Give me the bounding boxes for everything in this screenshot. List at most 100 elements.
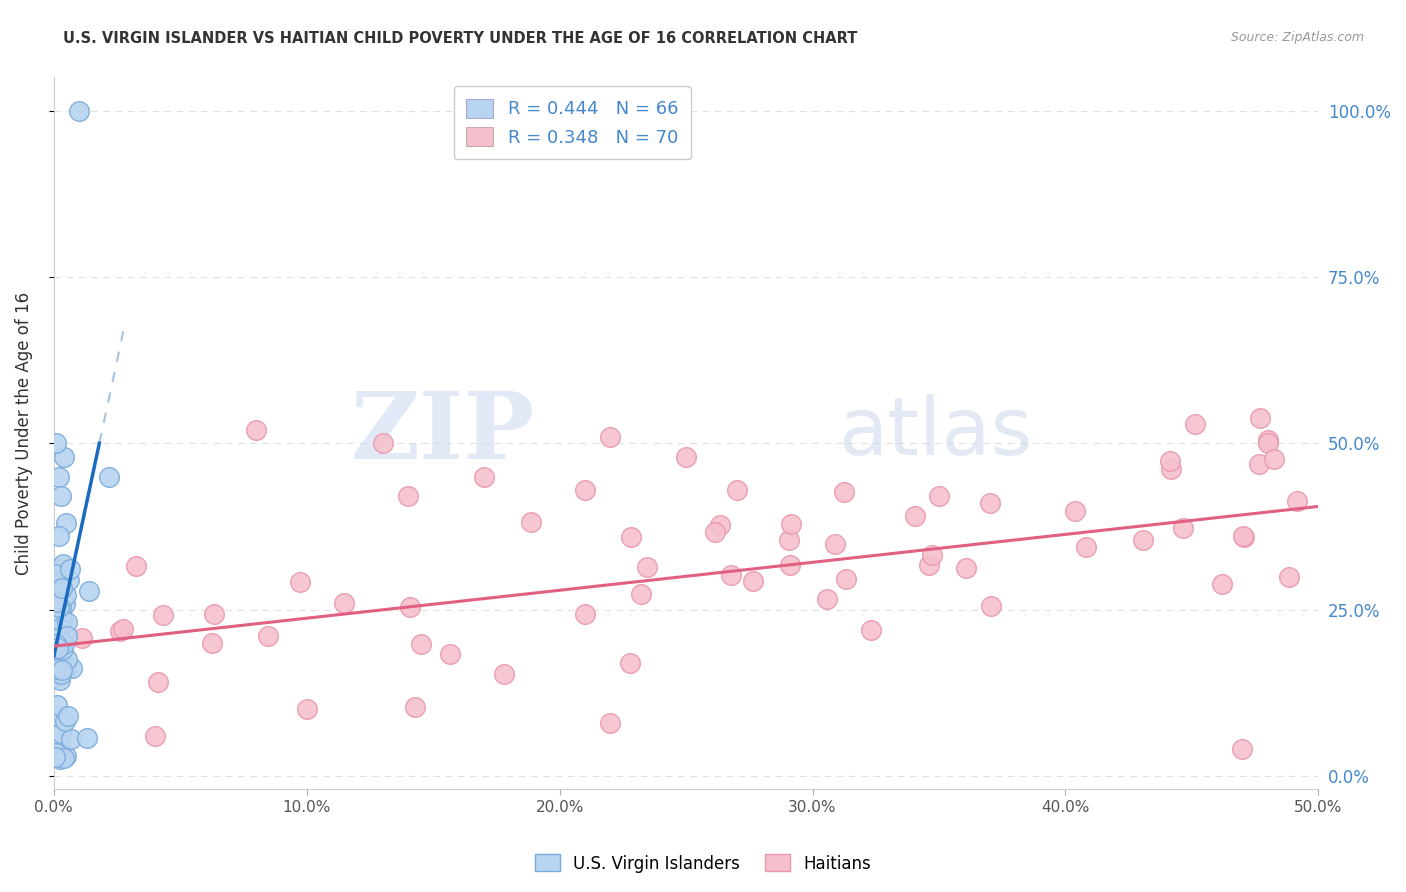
Point: [44, 670, 66, 684]
Point: [928, 490, 950, 504]
Point: [619, 656, 641, 670]
Point: [599, 429, 621, 443]
Point: [52, 642, 75, 657]
Point: [52, 635, 75, 649]
Point: [55, 661, 77, 675]
Point: [55, 588, 77, 602]
Point: [44, 750, 66, 764]
Point: [49, 726, 72, 740]
Point: [48, 563, 70, 577]
Point: [52, 750, 75, 764]
Point: [675, 450, 697, 464]
Point: [55, 749, 77, 764]
Point: [49, 673, 72, 687]
Point: [46, 631, 69, 645]
Point: [45, 586, 67, 600]
Point: [51, 581, 73, 595]
Point: [46, 640, 69, 655]
Point: [76, 731, 98, 745]
Text: Source: ZipAtlas.com: Source: ZipAtlas.com: [1230, 31, 1364, 45]
Point: [599, 715, 621, 730]
Point: [1277, 570, 1299, 584]
Point: [48, 529, 70, 543]
Point: [396, 490, 419, 504]
Point: [709, 517, 731, 532]
Point: [52, 450, 75, 464]
Point: [725, 483, 748, 497]
Point: [1074, 540, 1097, 554]
Point: [46, 698, 69, 712]
Point: [917, 558, 939, 573]
Point: [620, 530, 643, 544]
Point: [703, 525, 725, 540]
Point: [59, 562, 82, 576]
Point: [58, 573, 80, 587]
Point: [720, 567, 742, 582]
Point: [49, 600, 72, 615]
Point: [257, 629, 280, 643]
Point: [44, 750, 66, 764]
Point: [779, 558, 801, 573]
Point: [49, 667, 72, 681]
Point: [1247, 457, 1270, 471]
Legend: R = 0.444   N = 66, R = 0.348   N = 70: R = 0.444 N = 66, R = 0.348 N = 70: [454, 87, 690, 160]
Point: [44, 665, 66, 679]
Point: [1211, 577, 1233, 591]
Point: [824, 537, 846, 551]
Point: [980, 599, 1002, 614]
Point: [245, 423, 267, 437]
Point: [815, 591, 838, 606]
Point: [48, 563, 70, 577]
Point: [70, 631, 93, 645]
Point: [56, 615, 79, 630]
Point: [1184, 417, 1206, 432]
Point: [46, 586, 69, 600]
Point: [45, 662, 67, 676]
Point: [52, 613, 75, 627]
Point: [51, 490, 73, 504]
Legend: U.S. Virgin Islanders, Haitians: U.S. Virgin Islanders, Haitians: [529, 847, 877, 880]
Point: [51, 664, 73, 678]
Point: [1257, 435, 1279, 450]
Point: [472, 469, 495, 483]
Point: [48, 600, 70, 615]
Point: [201, 636, 224, 650]
Point: [1285, 494, 1308, 508]
Point: [921, 548, 943, 562]
Point: [1160, 462, 1182, 476]
Point: [56, 708, 79, 723]
Point: [404, 700, 426, 714]
Point: [55, 516, 77, 530]
Point: [46, 595, 69, 609]
Point: [295, 702, 318, 716]
Point: [1232, 742, 1254, 756]
Point: [52, 637, 75, 651]
Point: [60, 732, 83, 747]
Point: [574, 607, 596, 621]
Point: [49, 752, 72, 766]
Point: [630, 587, 652, 601]
Point: [859, 624, 882, 638]
Point: [1173, 521, 1195, 535]
Point: [636, 559, 658, 574]
Point: [55, 714, 77, 729]
Point: [46, 560, 69, 574]
Point: [904, 509, 927, 524]
Point: [46, 658, 69, 673]
Point: [146, 675, 169, 690]
Point: [1132, 533, 1154, 547]
Point: [44, 578, 66, 592]
Point: [44, 567, 66, 582]
Point: [1159, 454, 1181, 468]
Point: [44, 664, 66, 678]
Point: [143, 729, 166, 743]
Point: [779, 516, 801, 531]
Point: [741, 574, 763, 589]
Point: [371, 436, 394, 450]
Point: [52, 557, 75, 571]
Point: [332, 596, 354, 610]
Point: [60, 661, 83, 675]
Point: [56, 652, 79, 666]
Point: [45, 669, 67, 683]
Point: [125, 559, 148, 574]
